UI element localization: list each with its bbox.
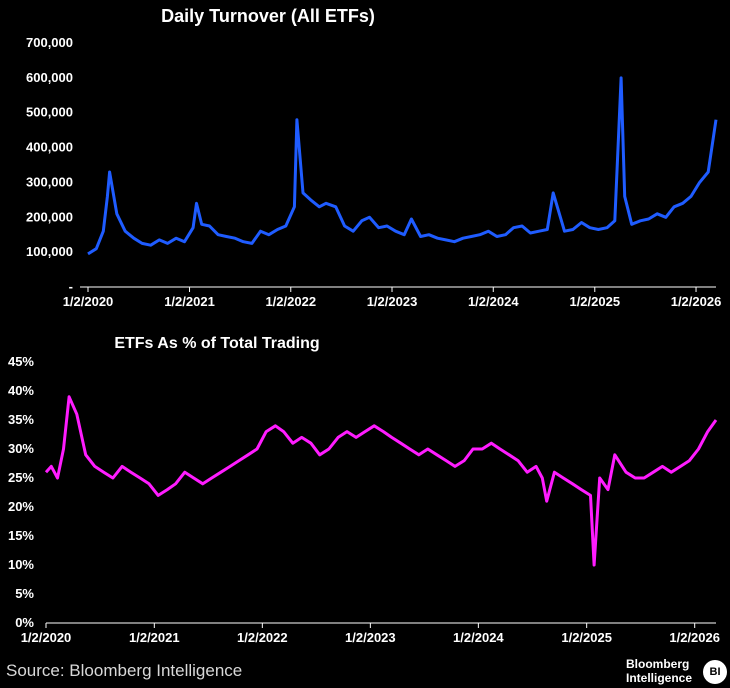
turnover-y-axis: - 100,000 200,000 300,000 400,000 500,000 600,… bbox=[26, 35, 73, 294]
turnover-series-line bbox=[87, 76, 718, 256]
turnover-x-axis: 1/2/2020 1/2/2021 1/2/2022 1/2/2023 1/2/2024… bbox=[63, 287, 722, 309]
y-tick-label: 0% bbox=[15, 615, 34, 630]
y-tick-label: 300,000 bbox=[26, 174, 73, 189]
y-tick-label: 15% bbox=[8, 528, 34, 543]
x-tick-label: 1/2/2025 bbox=[561, 630, 612, 645]
x-tick-label: 1/2/2023 bbox=[345, 630, 396, 645]
brand-line-1: Bloomberg bbox=[626, 657, 690, 671]
etf-share-series-line bbox=[44, 395, 718, 567]
x-tick-label: 1/2/2026 bbox=[671, 294, 722, 309]
y-tick-label: 20% bbox=[8, 499, 34, 514]
x-tick-label: 1/2/2022 bbox=[237, 630, 288, 645]
x-tick-label: 1/2/2026 bbox=[669, 630, 720, 645]
etf-share-chart: ETFs As % of Total Trading 0% 5% 10% 15% 20%… bbox=[8, 335, 720, 645]
x-tick-label: 1/2/2020 bbox=[21, 630, 72, 645]
etf-share-y-axis: 0% 5% 10% 15% 20% 25% 30% 35% 40% 45% bbox=[8, 354, 34, 630]
y-tick-label: 40% bbox=[8, 383, 34, 398]
y-tick-label: 500,000 bbox=[26, 105, 73, 120]
x-tick-label: 1/2/2024 bbox=[468, 294, 519, 309]
x-tick-label: 1/2/2023 bbox=[367, 294, 418, 309]
brand-line-2: Intelligence bbox=[626, 671, 693, 685]
y-tick-label: - bbox=[69, 279, 73, 294]
x-tick-label: 1/2/2021 bbox=[164, 294, 215, 309]
y-tick-label: 700,000 bbox=[26, 35, 73, 50]
y-tick-label: 200,000 bbox=[26, 209, 73, 224]
x-tick-label: 1/2/2020 bbox=[63, 294, 114, 309]
y-tick-label: 5% bbox=[15, 586, 34, 601]
x-tick-label: 1/2/2024 bbox=[453, 630, 504, 645]
y-tick-label: 600,000 bbox=[26, 70, 73, 85]
y-tick-label: 45% bbox=[8, 354, 34, 369]
turnover-chart-title: Daily Turnover (All ETFs) bbox=[161, 6, 375, 26]
bi-logo-icon: BI bbox=[703, 660, 727, 684]
x-tick-label: 1/2/2025 bbox=[569, 294, 620, 309]
x-tick-label: 1/2/2022 bbox=[265, 294, 316, 309]
bloomberg-logo: Bloomberg Intelligence bbox=[626, 657, 692, 685]
etf-share-chart-title: ETFs As % of Total Trading bbox=[114, 335, 319, 352]
x-tick-label: 1/2/2021 bbox=[129, 630, 180, 645]
y-tick-label: 10% bbox=[8, 557, 34, 572]
turnover-chart: Daily Turnover (All ETFs) - 100,000 200,00… bbox=[26, 6, 721, 309]
etf-share-x-axis: 1/2/2020 1/2/2021 1/2/2022 1/2/2023 1/2/2024… bbox=[21, 623, 720, 645]
y-tick-label: 400,000 bbox=[26, 140, 73, 155]
y-tick-label: 35% bbox=[8, 412, 34, 427]
source-note: Source: Bloomberg Intelligence bbox=[6, 661, 243, 680]
y-tick-label: 30% bbox=[8, 441, 34, 456]
y-tick-label: 25% bbox=[8, 470, 34, 485]
y-tick-label: 100,000 bbox=[26, 244, 73, 259]
